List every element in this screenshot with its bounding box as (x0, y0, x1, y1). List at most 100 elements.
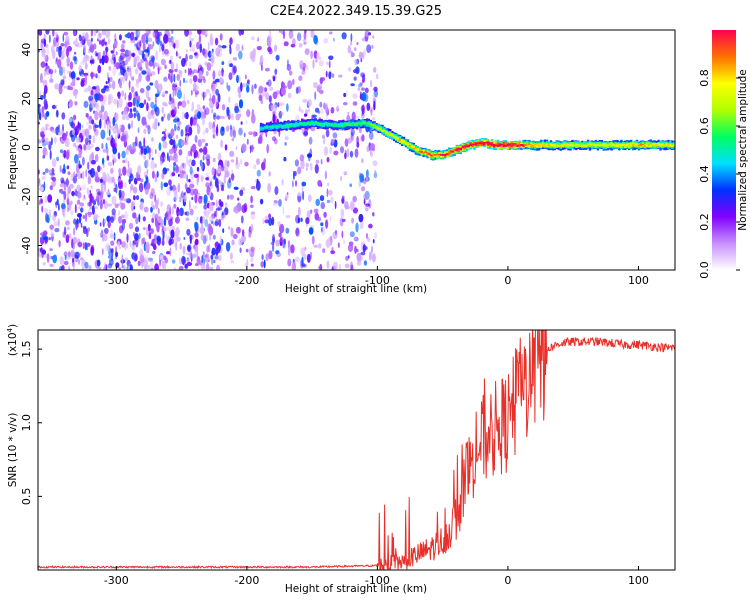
spectrogram-noise-cell (211, 167, 215, 176)
spectrogram-noise-cell (115, 183, 118, 194)
spectrogram-noise-cell (325, 70, 328, 78)
spectrogram-noise-cell (185, 127, 188, 135)
spectrogram-noise-cell (118, 267, 121, 270)
spectrogram-noise-cell (135, 83, 139, 88)
spectrogram-noise-cell (151, 57, 155, 62)
spectrogram-ridge-cell (416, 148, 419, 151)
spectrogram-noise-cell (107, 263, 113, 269)
spectrogram-ridge-cell (304, 122, 308, 125)
spectrogram-ridge-cell (653, 142, 656, 148)
spectrogram-noise-cell (240, 121, 243, 125)
colorbar-ticks: 0.00.20.40.60.8 (698, 69, 740, 279)
spectrogram-noise-cell (159, 254, 164, 261)
spectrogram-noise-cell (48, 236, 51, 241)
spectrogram-noise-cell (308, 136, 313, 145)
spectrogram-noise-cell (98, 94, 104, 102)
colorbar: 0.00.20.40.60.8 Normalized spectral ampl… (698, 30, 749, 279)
spectrogram-noise-cell (103, 110, 108, 120)
spectrogram-noise-cell (99, 58, 102, 64)
spectrogram-ridge-cell (504, 144, 508, 147)
colorbar-tick-label: 0.0 (698, 261, 711, 279)
spectrogram-noise-cell (178, 55, 182, 60)
spectrogram-noise-cell (274, 186, 279, 196)
spectrogram-noise-cell (99, 178, 103, 183)
spectrogram-noise-cell (119, 246, 121, 250)
spectrogram-noise-cell (184, 30, 189, 37)
spectrogram-noise-cell (328, 60, 331, 69)
spectrogram-noise-cell (49, 224, 54, 230)
spectrogram-noise-cell (65, 220, 70, 226)
spectrogram-noise-cell (154, 163, 158, 169)
spectrogram-noise-cell (251, 186, 256, 190)
spectrogram-noise-cell (365, 203, 371, 207)
spectrogram-noise-cell (77, 42, 82, 49)
spectrogram-noise-cell (66, 233, 70, 240)
spectrogram-noise-cell (161, 225, 165, 233)
spectrogram-noise-cell (278, 131, 281, 137)
colorbar-tick-label: 0.8 (698, 69, 711, 87)
spectrogram-noise-cell (40, 73, 43, 83)
spectrogram-noise-cell (315, 159, 320, 164)
spectrogram-noise-cell (291, 262, 296, 270)
spectrogram-noise-cell (286, 103, 289, 112)
spectrogram-noise-cell (214, 116, 217, 123)
spectrogram-noise-cell (248, 247, 252, 256)
spectrogram-noise-cell (204, 33, 208, 38)
spectrogram-noise-cell (150, 160, 155, 170)
spectrogram-noise-cell (84, 241, 87, 251)
spectrogram-noise-cell (266, 144, 270, 154)
spectrogram-noise-cell (150, 101, 155, 109)
spectrogram-ridge-cell (618, 143, 621, 146)
spectrogram-ridge-cell (306, 122, 310, 125)
spectrogram-ridge-cell (606, 144, 609, 146)
spectrogram-noise-cell (167, 113, 171, 121)
spectrogram-noise-cell (140, 201, 144, 212)
spectrogram-noise-cell (287, 92, 292, 99)
spectrogram-noise-cell (103, 261, 107, 270)
spectrogram-noise-cell (193, 173, 199, 178)
spectrogram-noise-cell (303, 253, 307, 260)
spectrogram-noise-cell (70, 133, 76, 143)
spectrogram-ridge-cell (428, 153, 431, 158)
spectrogram-noise-cell (256, 169, 261, 177)
spectrogram-noise-cell (286, 59, 289, 67)
spectrogram-ridge-cell (637, 144, 641, 147)
spectrogram-noise-cell (274, 44, 278, 52)
spectrogram-noise-cell (352, 69, 358, 74)
spectrogram-noise-cell (179, 170, 184, 179)
spectrogram-noise-cell (117, 241, 121, 247)
spectrogram-noise-cell (245, 248, 249, 253)
spectrogram-noise-cell (132, 97, 136, 107)
spectrogram-noise-cell (73, 56, 77, 62)
spectrogram-noise-cell (59, 46, 62, 50)
spectrogram-noise-cell (218, 243, 221, 252)
spectrogram-ridge-cell (524, 144, 527, 146)
spectrogram-noise-cell (58, 240, 61, 248)
spectrogram-noise-cell (95, 52, 99, 57)
spectrogram-noise-cell (261, 64, 263, 72)
spectrogram-ridge-cell (536, 144, 539, 148)
spectrogram-noise-cell (256, 38, 259, 42)
spectrogram-noise-cell (246, 138, 249, 145)
spectrogram-noise-cell (38, 182, 41, 187)
spectrogram-ridge-cell (400, 139, 404, 144)
spectrogram-ridge-cell (577, 144, 580, 146)
spectrogram-noise-cell (85, 74, 87, 84)
spectrogram-noise-cell (173, 203, 177, 209)
spectrogram-noise-cell (209, 33, 213, 42)
spectrogram-noise-cell (155, 50, 158, 60)
spectrogram-noise-cell (203, 210, 207, 216)
spectrogram-noise-cell (59, 183, 65, 188)
spectrogram-ridge-cell (473, 144, 476, 146)
spectrogram-noise-cell (190, 89, 193, 96)
spectrogram-noise-cell (146, 67, 151, 77)
spectrogram-noise-cell (148, 44, 154, 50)
spectrogram-noise-cell (188, 200, 191, 211)
spectrogram-noise-cell (169, 247, 172, 257)
spectrogram-noise-cell (105, 30, 111, 39)
spectrogram-noise-cell (82, 184, 86, 191)
spectrogram-noise-cell (159, 40, 163, 47)
spectrogram-noise-cell (74, 145, 79, 149)
spectrogram-ridge-cell (436, 153, 439, 158)
spectrogram-noise-cell (203, 108, 207, 119)
